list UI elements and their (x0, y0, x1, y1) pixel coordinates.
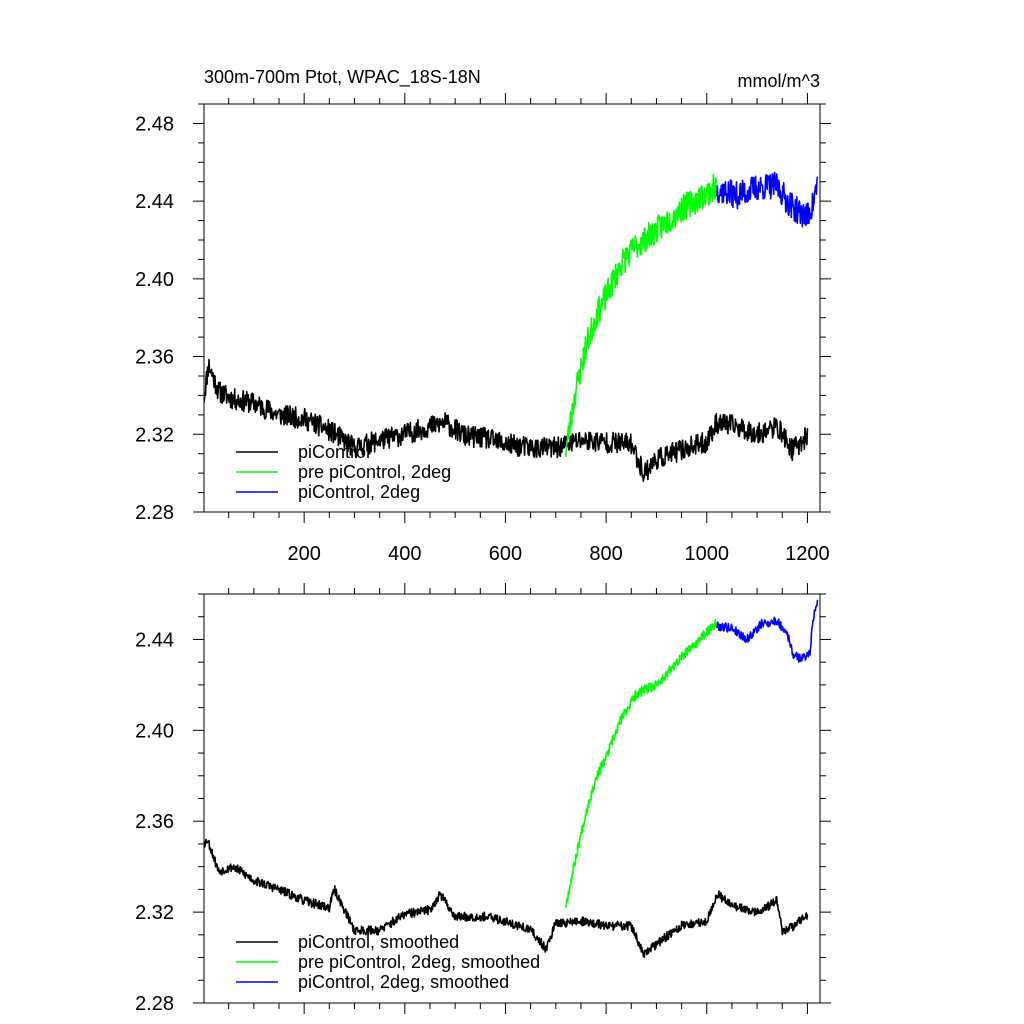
chart-title-left: 300m-700m Ptot, WPAC_18S-18N (204, 67, 481, 88)
y-tick-label: 2.28 (135, 993, 174, 1015)
x-tick-label: 800 (589, 543, 622, 565)
y-tick-label: 2.44 (135, 629, 174, 651)
y-tick-label: 2.32 (135, 424, 174, 446)
y-tick-label: 2.28 (135, 502, 174, 524)
y-tick-label: 2.40 (135, 269, 174, 291)
series-line-picontrol-2deg (716, 171, 819, 228)
legend-label-picontrol-2deg: piControl, 2deg (298, 482, 420, 502)
y-tick-label: 2.44 (135, 191, 174, 213)
legend-label-pre-picontrol-2deg: pre piControl, 2deg (298, 462, 451, 482)
plot-frame (203, 593, 821, 1004)
x-tick-label: 1000 (685, 543, 730, 565)
plot-frame (203, 103, 821, 513)
x-tick-label: 200 (287, 543, 320, 565)
y-tick-label: 2.36 (135, 347, 174, 369)
legend-label-picontrol-2deg-smoothed: piControl, 2deg, smoothed (298, 972, 509, 992)
series-line-pre-picontrol-2deg (565, 173, 718, 457)
series-line-picontrol (204, 358, 809, 483)
x-tick-label: 600 (489, 543, 522, 565)
y-tick-label: 2.36 (135, 811, 174, 833)
series-line-picontrol-smoothed (204, 838, 809, 958)
top-chart-panel: 300m-700m Ptot, WPAC_18S-18N mmol/m^3 20… (135, 67, 831, 565)
legend-label-picontrol: piControl (298, 442, 370, 462)
y-tick-label: 2.40 (135, 720, 174, 742)
y-tick-label: 2.32 (135, 902, 174, 924)
series-line-picontrol-2deg-smoothed (716, 599, 819, 663)
series-line-pre-picontrol-2deg-smoothed (565, 618, 718, 908)
y-tick-label: 2.48 (135, 113, 174, 135)
legend-label-picontrol-smoothed: piControl, smoothed (298, 932, 459, 952)
x-tick-label: 400 (388, 543, 421, 565)
legend-label-pre-picontrol-2deg-smoothed: pre piControl, 2deg, smoothed (298, 952, 540, 972)
chart-title-right: mmol/m^3 (738, 71, 820, 91)
x-tick-label: 1200 (785, 543, 830, 565)
